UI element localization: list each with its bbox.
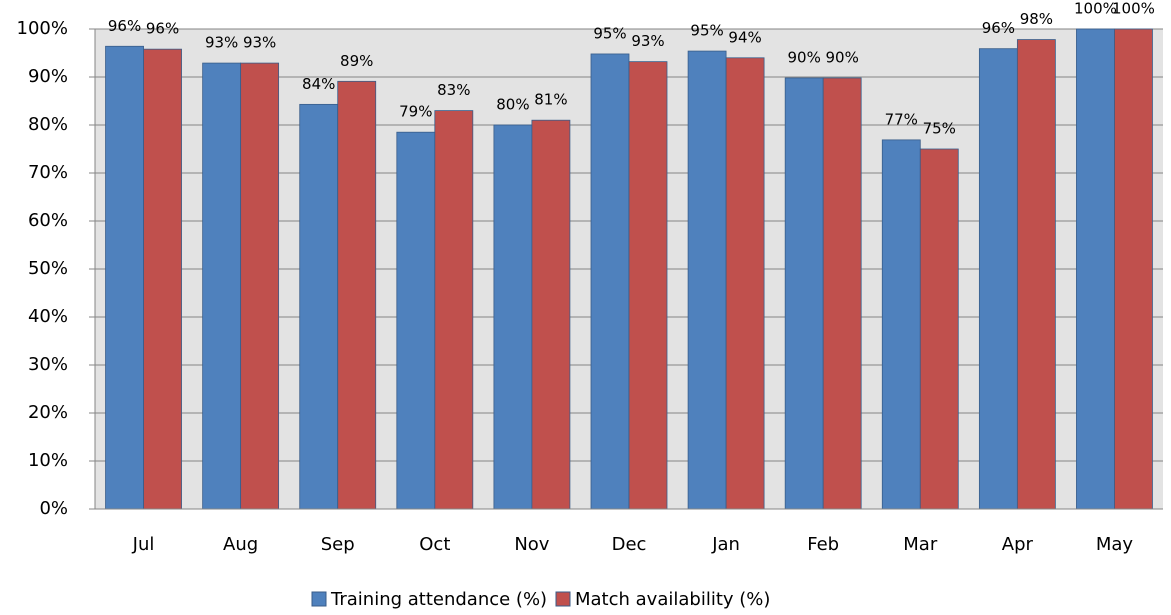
bar: [1076, 28, 1115, 510]
x-tick-label: Feb: [807, 534, 839, 555]
bar: [919, 148, 959, 510]
bar: [822, 77, 862, 510]
bar: [531, 119, 571, 510]
legend-swatch: [311, 591, 327, 607]
value-label: 96%: [108, 17, 141, 35]
bar: [1016, 39, 1056, 510]
y-tick-label: 100%: [17, 18, 68, 39]
y-tick-label: 50%: [28, 258, 68, 279]
x-tick-label: Aug: [223, 534, 258, 555]
bar: [202, 62, 242, 510]
value-label: 93%: [631, 32, 664, 50]
value-label: 84%: [302, 75, 335, 93]
x-tick-label: May: [1096, 534, 1134, 555]
y-tick-label: 70%: [28, 162, 68, 183]
x-tick-label: Jan: [711, 534, 740, 555]
bar: [978, 48, 1018, 510]
value-label: 79%: [399, 103, 432, 121]
bar: [881, 139, 921, 510]
y-tick-label: 0%: [39, 498, 68, 519]
value-label: 98%: [1020, 10, 1053, 28]
value-label: 96%: [146, 20, 179, 38]
bar: [628, 61, 668, 510]
legend-label: Match availability (%): [575, 589, 770, 610]
value-label: 100%: [1112, 0, 1155, 18]
value-label: 94%: [728, 28, 761, 46]
x-tick-label: Oct: [419, 534, 450, 555]
legend-label: Training attendance (%): [330, 589, 547, 610]
y-tick-label: 30%: [28, 354, 68, 375]
value-label: 95%: [690, 22, 723, 40]
value-label: 95%: [593, 24, 626, 42]
bar: [784, 77, 824, 510]
value-label: 80%: [496, 96, 529, 114]
bar: [143, 48, 182, 510]
y-tick-label: 80%: [28, 114, 68, 135]
bar: [105, 45, 144, 510]
bar: [396, 131, 436, 510]
value-label: 77%: [885, 110, 918, 128]
value-label: 96%: [982, 19, 1015, 37]
bar: [725, 57, 765, 510]
value-label: 81%: [534, 91, 567, 109]
bar: [337, 80, 377, 510]
bar: [493, 124, 533, 510]
y-tick-label: 90%: [28, 66, 68, 87]
value-label: 75%: [923, 120, 956, 138]
bar: [434, 110, 474, 510]
y-tick-label: 10%: [28, 450, 68, 471]
x-tick-label: Jul: [132, 534, 155, 555]
bar: [299, 103, 339, 510]
value-label: 90%: [788, 48, 821, 66]
bar: [1114, 28, 1153, 510]
value-label: 93%: [243, 34, 276, 52]
x-tick-label: Dec: [612, 534, 647, 555]
value-label: 90%: [826, 48, 859, 66]
x-tick-label: Mar: [903, 534, 938, 555]
y-tick-label: 40%: [28, 306, 68, 327]
legend-swatch: [555, 591, 571, 607]
value-label: 100%: [1074, 0, 1117, 18]
value-label: 93%: [205, 34, 238, 52]
bar: [590, 53, 630, 510]
bar: [687, 50, 727, 510]
x-tick-label: Apr: [1002, 534, 1034, 555]
y-tick-label: 60%: [28, 210, 68, 231]
value-label: 83%: [437, 81, 470, 99]
y-tick-label: 20%: [28, 402, 68, 423]
bar: [240, 62, 280, 510]
x-tick-label: Nov: [514, 534, 549, 555]
x-tick-label: Sep: [321, 534, 355, 555]
value-label: 89%: [340, 52, 373, 70]
